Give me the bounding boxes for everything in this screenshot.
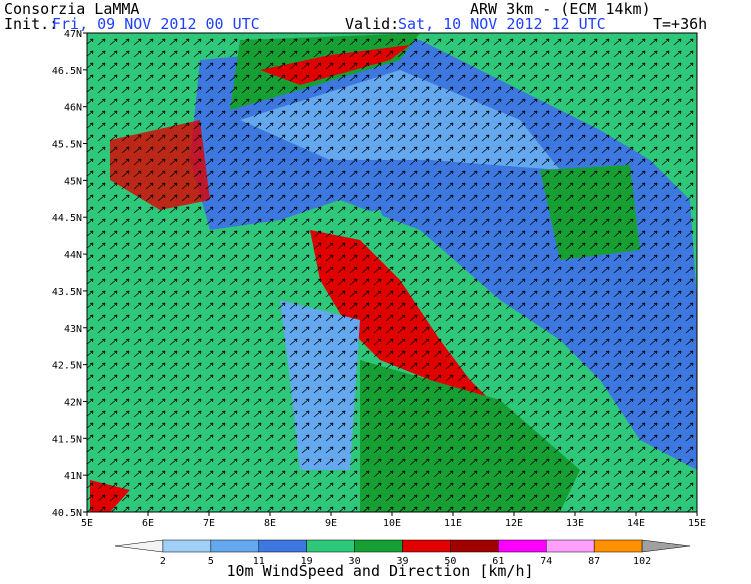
map-field bbox=[87, 33, 697, 512]
colorbar-segment bbox=[498, 539, 547, 553]
lon-label: 5E bbox=[81, 518, 93, 529]
lat-label: 44.5N bbox=[52, 213, 82, 224]
colorbar-label: 74 bbox=[540, 556, 552, 567]
lat-label: 46N bbox=[64, 103, 82, 114]
colorbar-segment bbox=[258, 539, 307, 553]
init-label: Init.: bbox=[4, 15, 58, 33]
colorbar-label: 19 bbox=[301, 556, 313, 567]
colorbar-segment bbox=[593, 539, 643, 553]
valid-label: Valid: bbox=[345, 15, 399, 33]
colorbar-segment bbox=[450, 539, 499, 553]
model: ARW 3km - (ECM 14km) bbox=[470, 0, 651, 18]
lon-label: 11E bbox=[444, 518, 462, 529]
title: Consorzia LaMMA bbox=[4, 0, 139, 18]
colorbar-segment bbox=[546, 539, 595, 553]
colorbar-caption: 10m WindSpeed and Direction [km/h] bbox=[226, 562, 533, 580]
lon-label: 6E bbox=[142, 518, 154, 529]
lat-label: 40.5N bbox=[52, 508, 82, 519]
colorbar-segment bbox=[354, 539, 403, 553]
colorbar-segment bbox=[306, 539, 355, 553]
lat-label: 41N bbox=[64, 471, 82, 482]
colorbar-label: 5 bbox=[208, 556, 214, 567]
lat-label: 42N bbox=[64, 397, 82, 408]
lon-label: 10E bbox=[383, 518, 401, 529]
lat-label: 42.5N bbox=[52, 361, 82, 372]
colorbar-label: 39 bbox=[396, 556, 408, 567]
lat-label: 43.5N bbox=[52, 287, 82, 298]
colorbar-label: 61 bbox=[492, 556, 504, 567]
colorbar-segment bbox=[162, 539, 212, 553]
colorbar-label: 50 bbox=[444, 556, 456, 567]
colorbar-label: 2 bbox=[160, 556, 166, 567]
lat-label: 43N bbox=[64, 324, 82, 335]
lat-label: 45.5N bbox=[52, 140, 82, 151]
valid-time: Sat, 10 NOV 2012 12 UTC bbox=[398, 15, 606, 33]
lat-label: 47N bbox=[64, 29, 82, 40]
colorbar-label: 102 bbox=[633, 556, 651, 567]
lon-label: 7E bbox=[203, 518, 215, 529]
init-time: Fri, 09 NOV 2012 00 UTC bbox=[52, 15, 260, 33]
lon-label: 8E bbox=[264, 518, 276, 529]
lat-label: 46.5N bbox=[52, 66, 82, 77]
lon-label: 13E bbox=[566, 518, 584, 529]
lon-label: 9E bbox=[325, 518, 337, 529]
lat-label: 41.5N bbox=[52, 434, 82, 445]
lon-label: 12E bbox=[505, 518, 523, 529]
lat-label: 44N bbox=[64, 250, 82, 261]
lat-label: 45N bbox=[64, 176, 82, 187]
colorbar-label: 11 bbox=[253, 556, 265, 567]
colorbar-end bbox=[641, 539, 691, 553]
lon-label: 15E bbox=[688, 518, 706, 529]
colorbar-segment bbox=[210, 539, 259, 553]
lon-label: 14E bbox=[627, 518, 645, 529]
lead-time: T=+36h bbox=[653, 15, 707, 33]
colorbar-label: 87 bbox=[588, 556, 600, 567]
colorbar-segment bbox=[402, 539, 451, 553]
colorbar-end bbox=[114, 539, 164, 553]
colorbar-label: 30 bbox=[349, 556, 361, 567]
